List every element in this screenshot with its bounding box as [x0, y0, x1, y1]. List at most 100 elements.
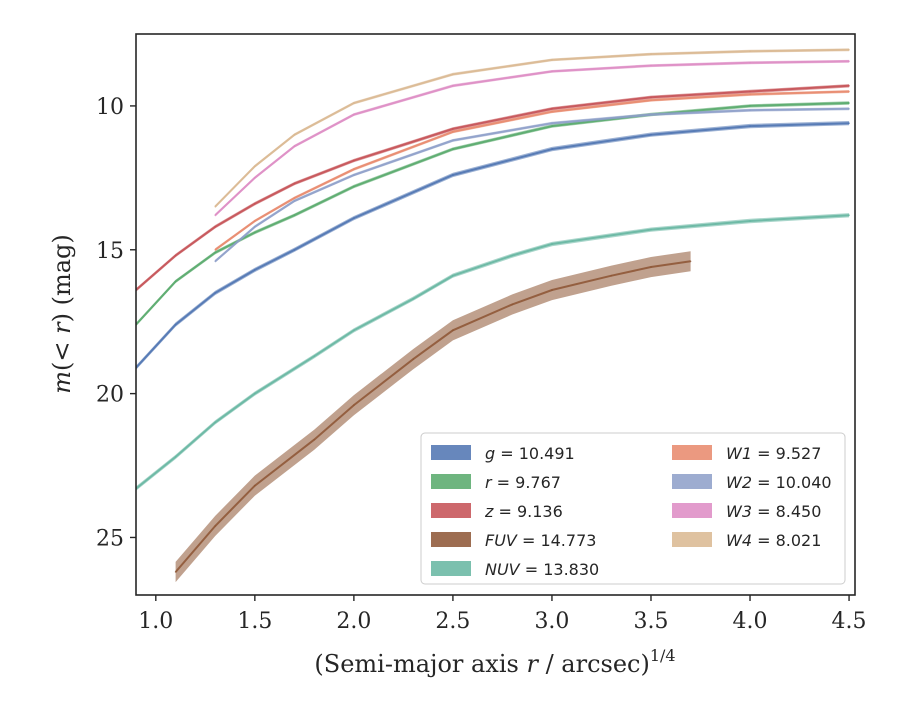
point-w1-5: [551, 110, 553, 113]
y-ticks: 10 15 20 25: [96, 95, 136, 551]
point-w4-7: [749, 50, 751, 53]
point-w4-2: [293, 133, 296, 136]
legend-swatch-w4: [672, 532, 712, 547]
legend: g = 10.491 r = 9.767 z = 9.136 FUV = 14.773…: [420, 432, 846, 585]
point-z-8: [650, 96, 652, 99]
point-g-8: [650, 133, 652, 136]
x-ticks: 1.0 1.5 2.0 2.5 3.0 3.5 4.0 4.5: [138, 595, 867, 634]
y-axis-label-lt: (<: [48, 334, 76, 371]
plot-frame: [135, 33, 856, 596]
point-g-5: [353, 217, 355, 219]
point-w2-7: [749, 109, 751, 111]
series-band-g: [136, 121, 850, 370]
point-w2-4: [452, 139, 454, 142]
point-r-2: [214, 251, 216, 254]
legend-swatch-fuv: [431, 532, 471, 547]
point-w2-5: [551, 122, 553, 124]
point-w4-3: [353, 102, 355, 104]
point-z-1: [174, 254, 177, 257]
point-w3-3: [353, 113, 355, 116]
point-w3-8: [848, 60, 850, 63]
legend-label-r: r = 9.767: [485, 473, 561, 492]
point-w2-1: [254, 226, 256, 228]
point-w4-1: [254, 165, 256, 168]
series-band-w1: [215, 90, 850, 252]
point-nuv-10: [650, 228, 652, 231]
point-z-3: [254, 202, 256, 205]
point-r-3: [254, 231, 256, 234]
point-g-1: [174, 323, 177, 326]
legend-items: g = 10.491 r = 9.767 z = 9.136 FUV = 14.773…: [431, 444, 832, 579]
y-axis-label-unit: ) (mag): [48, 234, 76, 322]
point-w2-8: [848, 108, 850, 110]
point-w1-6: [650, 99, 652, 101]
x-axis-label: (Semi-major axis r / arcsec)1/4: [314, 646, 675, 678]
point-nuv-12: [848, 214, 850, 216]
point-nuv-3: [254, 392, 256, 395]
x-tick-label: 1.5: [237, 609, 272, 634]
point-fuv-6: [452, 329, 454, 332]
point-fuv-4: [353, 404, 355, 406]
legend-label-fuv: FUV = 14.773: [485, 531, 596, 550]
legend-label-nuv: NUV = 13.830: [485, 560, 599, 579]
point-nuv-5: [353, 329, 355, 332]
point-w1-0: [214, 249, 216, 251]
point-z-5: [353, 159, 355, 162]
point-w3-1: [254, 177, 256, 179]
x-tick-label: 2.0: [336, 609, 371, 634]
point-z-9: [749, 90, 751, 93]
point-w1-8: [848, 90, 850, 93]
point-nuv-8: [511, 254, 514, 257]
series-band-r: [136, 101, 850, 327]
point-z-4: [293, 182, 296, 185]
legend-swatch-r: [431, 474, 471, 489]
legend-label-w4: W4 = 8.021: [726, 531, 821, 550]
point-w1-4: [452, 131, 454, 133]
point-nuv-2: [214, 421, 216, 424]
point-z-6: [452, 128, 454, 130]
point-w1-2: [293, 197, 296, 199]
x-axis-label-exp: 1/4: [650, 646, 676, 665]
point-z-10: [848, 85, 850, 87]
point-g-7: [551, 148, 553, 150]
point-w3-6: [650, 64, 652, 67]
point-fuv-10: [650, 266, 652, 268]
series-line-g: [136, 122, 850, 369]
point-g-4: [293, 249, 296, 251]
point-w3-4: [452, 85, 454, 87]
point-fuv-8: [551, 289, 553, 291]
point-nuv-9: [551, 243, 553, 245]
point-w1-3: [353, 168, 355, 170]
point-g-9: [749, 125, 751, 127]
point-fuv-5: [412, 358, 415, 360]
x-tick-label: 3.5: [633, 609, 668, 634]
point-w1-1: [254, 220, 256, 222]
point-r-4: [293, 214, 296, 216]
point-nuv-11: [749, 220, 751, 222]
point-w2-3: [353, 174, 355, 176]
series-line-r: [136, 102, 850, 326]
point-fuv-11: [689, 260, 692, 263]
y-tick-label: 20: [96, 383, 124, 408]
point-fuv-0: [174, 571, 177, 573]
legend-swatch-z: [431, 503, 471, 518]
point-r-9: [749, 105, 751, 107]
point-w4-5: [551, 59, 553, 61]
point-w2-2: [293, 200, 296, 202]
point-r-6: [452, 148, 454, 150]
x-tick-label: 3.0: [534, 609, 569, 634]
point-z-7: [551, 108, 553, 110]
series-band-w4: [215, 48, 850, 209]
x-axis-label-post: / arcsec): [538, 650, 650, 678]
point-w3-7: [749, 62, 751, 64]
series-layer: [136, 48, 850, 583]
legend-label-g: g = 10.491: [485, 444, 575, 463]
legend-label-w2: W2 = 10.040: [726, 473, 832, 492]
point-nuv-4: [313, 355, 316, 358]
point-w3-5: [551, 70, 553, 73]
y-axis-label-r: r: [48, 321, 76, 334]
legend-frame: [420, 432, 846, 585]
point-w4-0: [214, 205, 216, 208]
point-w4-4: [452, 73, 454, 76]
